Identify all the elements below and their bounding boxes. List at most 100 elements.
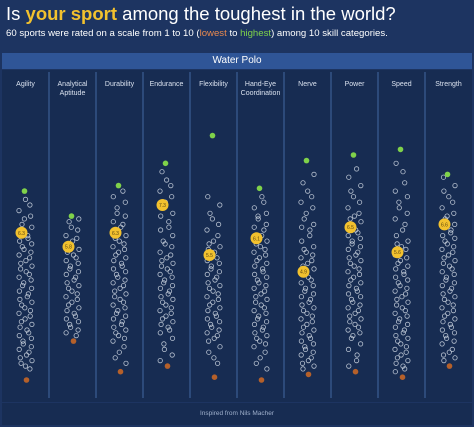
highlight-dot — [156, 199, 169, 211]
sport-dot — [115, 274, 121, 280]
highlight-dot — [297, 265, 310, 278]
sport-dot — [254, 335, 260, 341]
sport-dot — [161, 346, 167, 352]
highlight-dot — [344, 221, 357, 234]
sport-dot — [253, 299, 259, 305]
sport-dot — [76, 246, 82, 252]
sport-dot — [452, 183, 458, 189]
sport-dot — [166, 288, 173, 294]
sport-dot — [263, 283, 269, 289]
title-pre: Is — [6, 3, 26, 24]
sport-dot — [215, 296, 221, 302]
sport-dot — [210, 288, 216, 294]
sport-dot — [169, 335, 176, 341]
sport-dot — [157, 249, 163, 255]
sport-dot — [441, 255, 447, 261]
sport-dot — [311, 305, 317, 311]
sport-dot — [67, 263, 74, 269]
sport-dot — [264, 332, 270, 339]
sport-dot — [347, 313, 353, 319]
sport-dot — [306, 299, 312, 305]
sport-dot — [264, 366, 270, 372]
sport-dot — [204, 294, 210, 300]
sport-dot — [164, 266, 170, 272]
sport-dot — [449, 266, 455, 272]
sport-dot — [264, 260, 270, 266]
sport-dot — [261, 288, 268, 294]
sport-dot — [117, 296, 123, 302]
sport-dot — [116, 249, 122, 255]
sport-dot — [394, 296, 400, 302]
sport-dot — [217, 202, 223, 208]
sport-dot — [121, 241, 127, 247]
sport-dot — [123, 233, 129, 239]
page-title: Is your sport among the toughest in the … — [6, 2, 396, 26]
highest-dot — [21, 188, 28, 194]
sport-dot — [63, 316, 70, 322]
sport-dot — [66, 219, 72, 225]
title-post: among the toughest in the world? — [117, 3, 396, 24]
sport-dot — [75, 319, 82, 325]
sport-dot — [16, 310, 22, 316]
sport-dot — [66, 302, 72, 308]
sport-dot — [28, 285, 35, 291]
strip-chart: Agility 6.3 Analytical Aptitude 5.8 Durabilit… — [2, 70, 472, 402]
sport-dot — [298, 255, 304, 261]
sport-dot — [113, 252, 119, 258]
subtitle-pre: 60 sports were rated on a scale from 1 t… — [6, 28, 200, 39]
sport-dot — [123, 291, 129, 297]
sport-dot — [299, 302, 305, 308]
sport-dot — [356, 271, 363, 277]
sport-dot — [259, 194, 265, 200]
highlight-dot — [62, 240, 75, 253]
highlight-dot — [438, 218, 451, 231]
sport-dot — [254, 277, 260, 283]
sport-dot — [439, 341, 445, 347]
sport-dot — [74, 296, 80, 302]
sport-dot — [113, 310, 120, 316]
sport-dot — [120, 188, 126, 194]
sport-dot — [67, 266, 73, 272]
category-label: Nerve — [298, 81, 317, 88]
sport-dot — [263, 221, 269, 227]
sport-dot — [309, 313, 315, 319]
sport-dot — [447, 321, 453, 327]
sport-dot — [216, 260, 222, 266]
sport-dot — [112, 355, 118, 361]
highlight-value-label: 4.9 — [300, 270, 307, 276]
sport-dot — [264, 296, 270, 302]
sport-dot — [23, 352, 30, 358]
sport-dot — [64, 308, 70, 314]
sport-dot — [256, 313, 262, 319]
sport-dot — [16, 208, 22, 214]
sport-dot — [357, 341, 364, 347]
sport-dot — [17, 355, 23, 361]
sport-dot — [68, 224, 74, 230]
sport-dot — [160, 299, 166, 305]
highest-dot — [68, 213, 75, 219]
sport-dot — [27, 313, 33, 319]
sport-dot — [351, 263, 357, 269]
sport-dot — [300, 308, 307, 314]
category-label: Power — [345, 81, 366, 88]
sport-dot — [302, 346, 309, 352]
sport-dot — [452, 221, 458, 227]
sport-dot — [70, 252, 77, 258]
sport-dot — [18, 319, 24, 325]
sport-dot — [75, 227, 81, 233]
sport-dot — [24, 294, 30, 300]
sport-dot — [166, 224, 172, 230]
sport-dot — [19, 244, 25, 250]
sport-dot — [110, 266, 117, 272]
sport-dot — [452, 316, 458, 322]
sport-dot — [251, 285, 257, 291]
sport-dot — [204, 330, 210, 336]
sport-dot — [305, 188, 311, 194]
lowest-dot — [399, 374, 406, 381]
sport-dot — [116, 238, 122, 244]
sport-dot — [214, 332, 220, 339]
sport-dot — [441, 357, 447, 364]
title-highlight: your sport — [25, 3, 118, 24]
sport-dot — [251, 344, 257, 350]
sport-dot — [398, 341, 404, 347]
